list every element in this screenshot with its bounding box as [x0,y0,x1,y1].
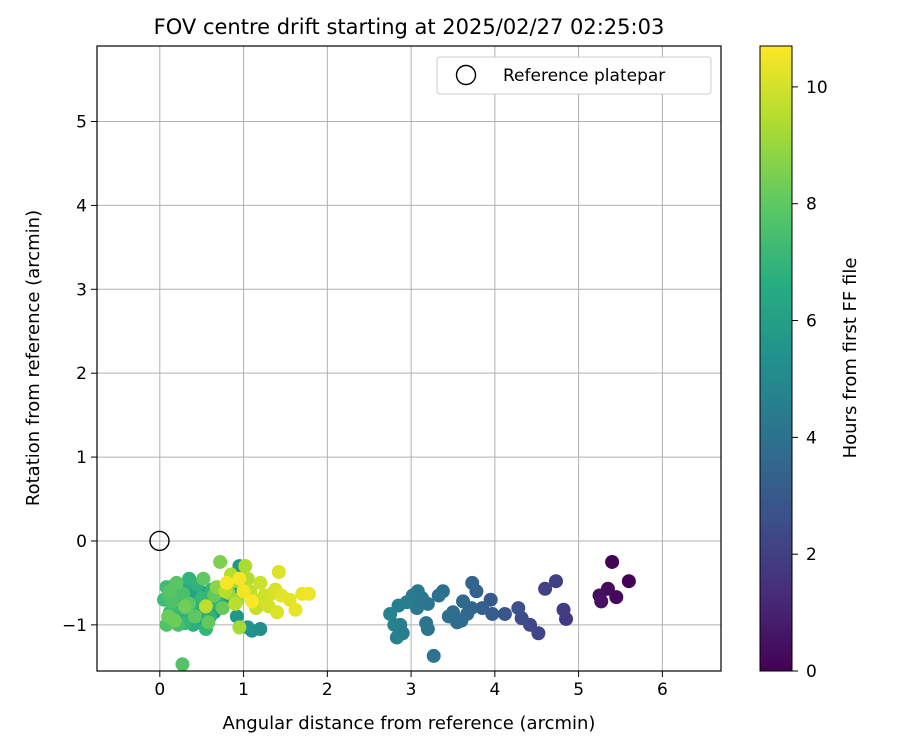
data-point [215,601,230,616]
data-point [219,575,234,590]
colorbar-tick-label: 6 [806,312,817,332]
data-point [594,594,609,609]
data-point [213,554,228,569]
y-tick-label: 2 [76,364,87,384]
colorbar: 0 2 4 6 8 10 Hours from first FF file [759,45,861,682]
x-tick-label: 3 [406,680,417,700]
data-point [196,571,211,586]
x-tick-label: 0 [154,680,165,700]
chart-title: FOV centre drift starting at 2025/02/27 … [154,15,665,39]
data-point [605,554,620,569]
colorbar-label: Hours from first FF file [840,258,861,459]
data-point [497,606,512,621]
data-point [175,657,190,671]
x-tick-label: 6 [657,680,668,700]
data-point [538,581,553,596]
x-axis-label: Angular distance from reference (arcmin) [223,713,596,734]
data-point [426,648,441,663]
y-tick-label: −1 [62,616,87,636]
data-point [167,613,182,628]
y-tick-label: 1 [76,448,87,468]
data-point [244,594,259,609]
data-point [556,602,571,617]
colorbar-tick-label: 10 [806,78,828,98]
data-point [187,609,202,624]
colorbar-tick-label: 4 [806,428,817,448]
x-tick-label: 5 [573,680,584,700]
data-point [431,588,446,603]
data-point [232,620,247,635]
data-point [238,559,253,574]
data-point [169,575,184,590]
data-point [301,586,316,601]
data-point [236,584,251,599]
data-points [157,554,636,671]
colorbar-gradient [759,45,793,672]
data-point [548,574,563,589]
data-point [383,606,398,621]
data-point [456,594,471,609]
data-point [511,601,526,616]
colorbar-tick-label: 0 [806,662,817,682]
y-tick-label: 4 [76,196,87,216]
data-point [387,617,402,632]
x-tick-label: 2 [322,680,333,700]
data-point [271,565,286,580]
data-point [389,630,404,645]
plot-frame [96,45,722,672]
x-tick-label: 1 [238,680,249,700]
data-point [229,609,244,624]
y-axis-label: Rotation from reference (arcmin) [23,210,44,506]
data-point [288,602,303,617]
y-tick-label: 3 [76,280,87,300]
data-point [465,575,480,590]
data-point [270,605,285,620]
data-point [475,601,490,616]
y-tick-label: 0 [76,532,87,552]
data-point [201,615,216,630]
data-point [621,574,636,589]
reference-platepar-marker [149,530,170,552]
y-axis-ticks: −1 0 1 2 3 4 5 [62,113,97,636]
grid-lines [97,46,721,671]
data-point [441,609,456,624]
colorbar-tick-label: 2 [806,545,817,565]
data-point [228,596,243,611]
colorbar-ticks: 0 2 4 6 8 10 [792,78,828,682]
colorbar-tick-label: 8 [806,195,817,215]
y-tick-label: 5 [76,113,87,133]
legend-reference-icon [455,64,477,86]
legend: Reference platepar [436,56,712,95]
legend-reference-label: Reference platepar [503,66,665,86]
data-point [253,575,268,590]
data-point [419,616,434,631]
x-tick-label: 4 [489,680,500,700]
data-point [232,571,247,586]
x-axis-ticks: 0 1 2 3 4 5 6 [154,671,668,700]
data-point [177,599,192,614]
data-point [198,599,213,614]
legend-box [436,56,712,95]
